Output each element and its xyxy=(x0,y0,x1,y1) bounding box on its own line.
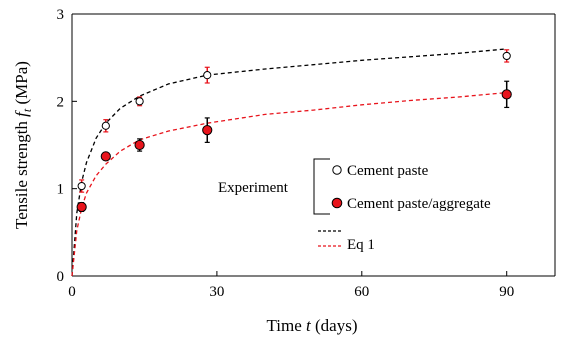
legend-cement-paste-aggregate: Cement paste/aggregate xyxy=(347,196,491,212)
legend-eq1: Eq 1 xyxy=(347,237,375,253)
fit-curve-cement-paste-aggregate xyxy=(71,91,507,277)
legend-marker-cement-paste-aggregate xyxy=(331,197,343,209)
data-points xyxy=(76,49,512,213)
y-tick-label: 3 xyxy=(57,7,65,23)
point-cement-paste xyxy=(77,181,86,191)
x-tick-label: 60 xyxy=(354,284,369,300)
point-cement-paste xyxy=(203,71,212,80)
point-cement-paste-aggregate xyxy=(76,201,87,213)
x-tick-label: 0 xyxy=(68,284,76,300)
legend-bracket xyxy=(313,158,330,215)
y-tick-label: 0 xyxy=(57,269,65,285)
point-cement-paste-aggregate xyxy=(134,139,145,151)
y-tick-label: 1 xyxy=(57,182,65,198)
x-tick-label: 90 xyxy=(499,284,514,300)
point-cement-paste-aggregate xyxy=(501,89,512,100)
point-cement-paste xyxy=(135,97,144,106)
y-tick-label: 2 xyxy=(57,94,65,110)
legend-marker-cement-paste xyxy=(332,165,342,175)
point-cement-paste-aggregate xyxy=(100,151,111,162)
legend-group-label: Experiment xyxy=(218,180,289,196)
point-cement-paste xyxy=(101,121,110,130)
x-tick-label: 30 xyxy=(209,284,224,300)
y-axis-label: Tensile strength ft (MPa) xyxy=(12,61,34,229)
x-axis-label: Time t (days) xyxy=(267,316,358,335)
axes xyxy=(71,13,556,277)
fit-curves xyxy=(71,48,507,277)
point-cement-paste xyxy=(502,51,511,61)
ticks: 0 30 60 90 0 1 2 3 xyxy=(57,7,515,300)
legend: Experiment Cement paste Cement paste/agg… xyxy=(218,158,491,253)
legend-cement-paste: Cement paste xyxy=(347,163,429,179)
fit-curve-cement-paste xyxy=(71,48,507,277)
point-cement-paste-aggregate xyxy=(202,125,213,136)
